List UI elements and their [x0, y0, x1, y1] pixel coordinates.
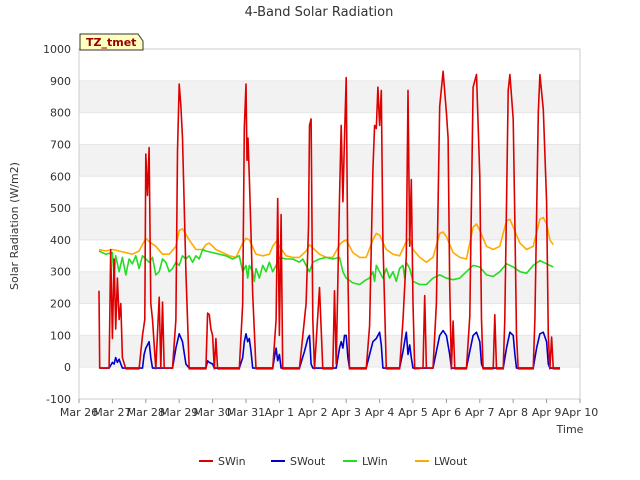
y-tick-label: 1000: [43, 43, 71, 56]
legend-label-lwin: LWin: [362, 455, 388, 468]
chart-title: 4-Band Solar Radiation: [245, 5, 394, 20]
station-badge-label: TZ_tmet: [86, 36, 136, 49]
series-line-swin: [98, 70, 560, 370]
grid-band: [79, 49, 580, 81]
station-badge: TZ_tmet: [79, 33, 144, 51]
legend-label-lwout: LWout: [434, 455, 468, 468]
x-tick-label: Apr 4: [365, 406, 395, 419]
y-tick-label: 600: [50, 170, 71, 183]
y-tick-label: -100: [46, 393, 71, 406]
grid-band: [79, 239, 580, 272]
y-tick-label: 700: [50, 138, 71, 151]
series-lines: [98, 70, 560, 370]
x-axis-label: Time: [556, 423, 584, 436]
x-tick-label: Apr 5: [398, 406, 428, 419]
x-tick-label: Mar 30: [193, 406, 231, 419]
x-tick-label: Apr 6: [432, 406, 462, 419]
y-axis-ticks: -100 0 100 200 300 400 500 600 700 800 900 1000: [43, 43, 71, 406]
x-tick-label: Apr 1: [265, 406, 295, 419]
y-tick-label: 200: [50, 298, 71, 311]
y-tick-label: 900: [50, 75, 71, 88]
station-badge-box: [79, 33, 144, 51]
x-tick-label: Mar 29: [160, 406, 198, 419]
legend-label-swin: SWin: [218, 455, 246, 468]
x-tick-label: Apr 3: [331, 406, 361, 419]
plot-frame: [78, 48, 581, 400]
x-tick-label: Apr 8: [498, 406, 528, 419]
x-tick-label: Apr 7: [465, 406, 495, 419]
y-tick-label: 0: [64, 361, 71, 374]
series-line-lwin: [98, 248, 554, 286]
grid-bands: [79, 48, 580, 400]
x-tick-label: Apr 10: [562, 406, 599, 419]
y-axis-label: Solar Radiation (W/m2): [8, 162, 21, 290]
grid-band: [79, 367, 580, 399]
x-tick-label: Mar 27: [93, 406, 131, 419]
x-tick-label: Mar 31: [227, 406, 265, 419]
y-tick-label: 300: [50, 266, 71, 279]
legend-label-swout: SWout: [290, 455, 326, 468]
grid-band: [79, 80, 580, 113]
y-tick-label: 500: [50, 202, 71, 215]
legend: SWin SWout LWin LWout: [199, 455, 468, 468]
grid-band: [79, 271, 580, 304]
x-tick-label: Apr 2: [298, 406, 328, 419]
y-tick-label: 100: [50, 329, 71, 342]
grid-band: [79, 208, 580, 240]
grid-band: [79, 112, 580, 145]
x-tick-label: Mar 28: [127, 406, 165, 419]
grid-band: [79, 176, 580, 209]
y-tick-label: 800: [50, 107, 71, 120]
y-tick-label: 400: [50, 234, 71, 247]
series-line-lwout: [98, 216, 554, 263]
x-tick-label: Apr 9: [532, 406, 562, 419]
grid-band: [79, 144, 580, 177]
x-tick-label: Mar 26: [60, 406, 98, 419]
